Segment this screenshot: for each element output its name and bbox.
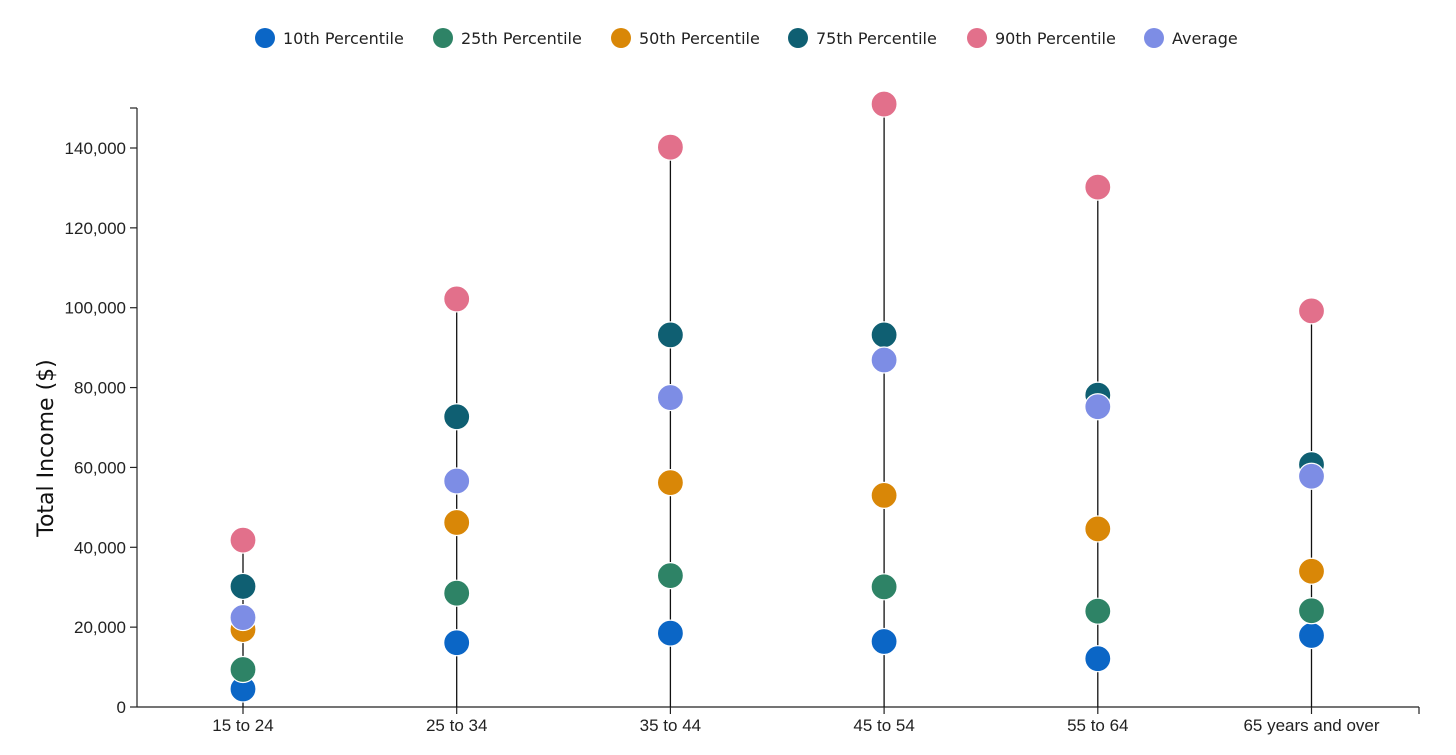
data-point: [656, 619, 685, 647]
y-tick-label: 60,000: [74, 458, 126, 477]
data-point: [229, 603, 257, 632]
data-point: [1084, 597, 1112, 625]
x-tick-label: 15 to 24: [212, 716, 273, 735]
y-tick-label: 0: [117, 698, 126, 717]
data-point: [656, 469, 685, 497]
data-point: [1297, 557, 1326, 585]
data-point: [870, 90, 898, 118]
legend-label: 75th Percentile: [816, 29, 937, 48]
data-point: [656, 383, 685, 412]
y-tick-label: 120,000: [65, 219, 126, 238]
legend-item: 75th Percentile: [788, 28, 937, 48]
data-point: [229, 572, 257, 601]
legend-item: 25th Percentile: [433, 28, 582, 48]
legend-item: Average: [1144, 28, 1238, 48]
data-point: [1297, 297, 1326, 325]
data-point: [870, 481, 898, 509]
legend-label: 10th Percentile: [283, 29, 404, 48]
data-point: [1297, 597, 1326, 625]
x-tick-label: 45 to 54: [853, 716, 914, 735]
data-point: [1084, 515, 1112, 543]
data-point: [443, 467, 471, 495]
data-points: [229, 90, 1326, 703]
legend-swatch: [1144, 28, 1164, 48]
y-axis: 0 20,000 40,000 60,000 80,000 100,000 120,000 1…: [65, 107, 138, 717]
x-axis: 15 to 24 25 to 34 35 to 44 45 to 54 55 to 64…: [137, 706, 1420, 735]
legend-item: 90th Percentile: [967, 28, 1116, 48]
data-point: [443, 285, 471, 313]
data-point: [870, 321, 898, 349]
range-lines: [242, 104, 1313, 707]
legend-item: 50th Percentile: [611, 28, 760, 48]
legend-swatch: [433, 28, 453, 48]
data-point: [443, 403, 471, 431]
y-axis-title: Total Income ($): [34, 359, 59, 537]
data-point: [656, 562, 685, 590]
legend-label: 50th Percentile: [639, 29, 760, 48]
data-point: [443, 629, 471, 657]
y-tick-label: 100,000: [65, 299, 126, 318]
y-tick-label: 40,000: [74, 538, 126, 557]
data-point: [443, 579, 471, 607]
data-point: [656, 133, 685, 161]
legend-swatch: [255, 28, 275, 48]
x-tick-label: 25 to 34: [426, 716, 487, 735]
x-tick-label: 35 to 44: [640, 716, 701, 735]
legend-label: 90th Percentile: [995, 29, 1116, 48]
legend-swatch: [788, 28, 808, 48]
y-tick-label: 20,000: [74, 618, 126, 637]
y-tick-label: 80,000: [74, 379, 126, 398]
data-point: [443, 508, 471, 537]
data-point: [229, 655, 257, 684]
data-point: [229, 526, 257, 554]
x-tick-label: 65 years and over: [1243, 716, 1379, 735]
data-point: [870, 573, 898, 601]
data-point: [1297, 621, 1326, 650]
data-point: [1297, 462, 1326, 490]
legend-swatch: [611, 28, 631, 48]
legend: 10th Percentile 25th Percentile 50th Perce…: [255, 28, 1238, 48]
legend-label: Average: [1172, 29, 1238, 48]
y-tick-label: 140,000: [65, 139, 126, 158]
data-point: [656, 321, 685, 349]
data-point: [870, 346, 898, 374]
x-tick-label: 55 to 64: [1067, 716, 1128, 735]
data-point: [870, 627, 898, 656]
data-point: [1084, 645, 1112, 673]
legend-swatch: [967, 28, 987, 48]
data-point: [1084, 173, 1112, 201]
legend-label: 25th Percentile: [461, 29, 582, 48]
data-point: [1084, 393, 1112, 421]
legend-item: 10th Percentile: [255, 28, 404, 48]
